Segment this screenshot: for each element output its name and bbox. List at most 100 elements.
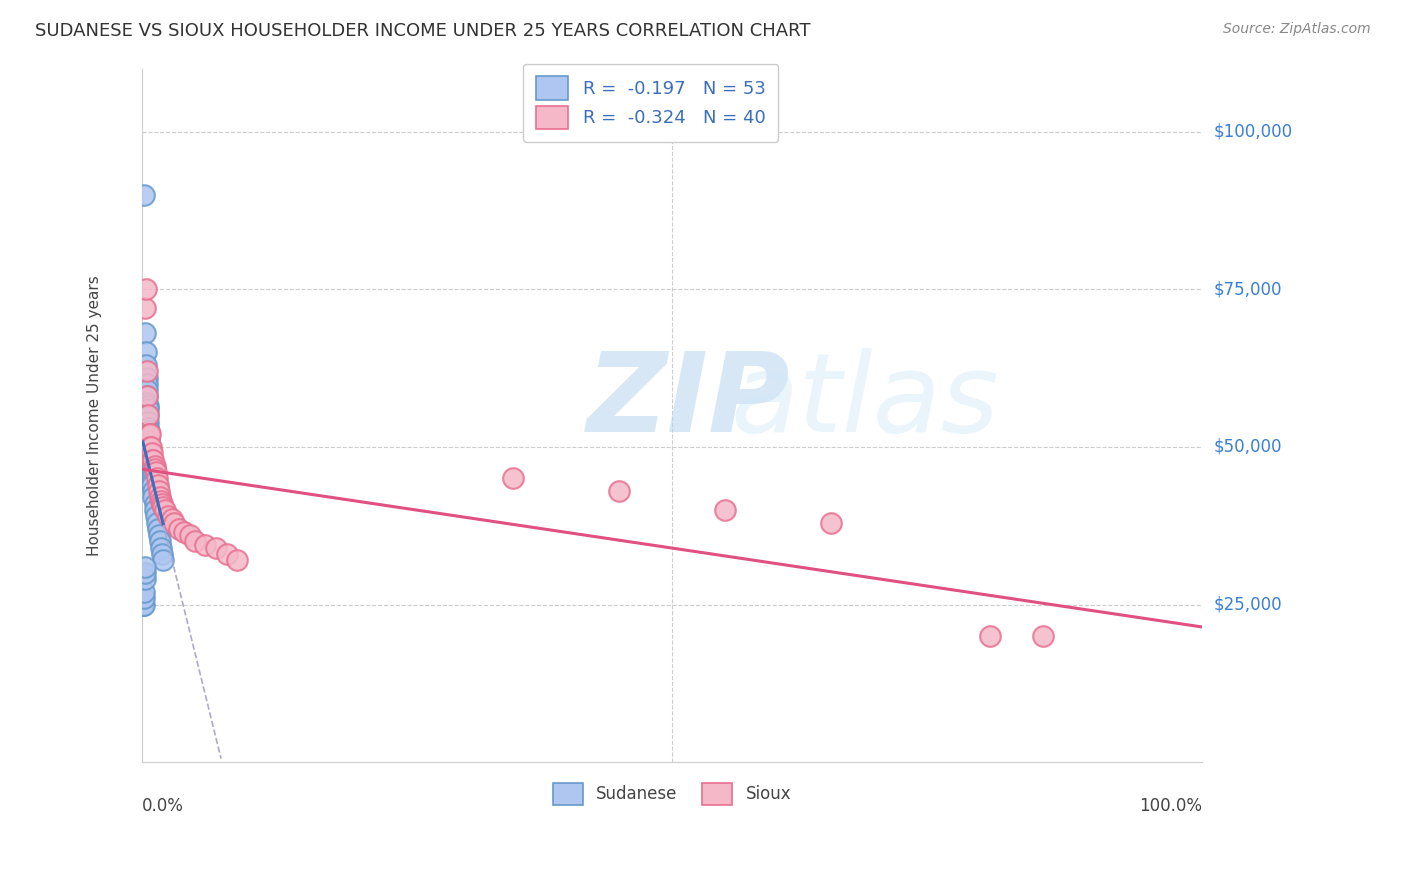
- Point: [150, 497, 173, 511]
- Point: [138, 427, 160, 442]
- Point: [138, 427, 160, 442]
- Point: [979, 629, 1001, 643]
- Point: [132, 598, 155, 612]
- Point: [226, 553, 249, 567]
- Point: [143, 462, 166, 476]
- Text: Householder Income Under 25 years: Householder Income Under 25 years: [87, 275, 101, 556]
- Point: [134, 326, 156, 341]
- Point: [136, 409, 159, 423]
- Point: [136, 370, 159, 384]
- Point: [163, 516, 186, 530]
- Point: [135, 345, 157, 359]
- Point: [502, 471, 524, 485]
- Point: [148, 528, 170, 542]
- Point: [139, 427, 162, 442]
- Point: [139, 440, 162, 454]
- Text: ZIP: ZIP: [588, 348, 790, 455]
- Point: [149, 541, 172, 555]
- Text: $75,000: $75,000: [1213, 280, 1282, 298]
- Point: [1032, 629, 1054, 643]
- Point: [141, 475, 163, 489]
- Point: [820, 516, 842, 530]
- Point: [138, 424, 160, 438]
- Point: [141, 452, 163, 467]
- Point: [152, 500, 174, 514]
- Point: [134, 559, 156, 574]
- Point: [138, 440, 160, 454]
- Point: [153, 503, 176, 517]
- Point: [138, 434, 160, 448]
- Point: [173, 524, 195, 539]
- Text: $25,000: $25,000: [1213, 596, 1282, 614]
- Point: [138, 436, 160, 450]
- Point: [141, 446, 163, 460]
- Point: [136, 402, 159, 417]
- Point: [141, 462, 163, 476]
- Point: [194, 538, 217, 552]
- Point: [215, 547, 238, 561]
- Point: [143, 458, 166, 473]
- Point: [132, 585, 155, 599]
- Text: SUDANESE VS SIOUX HOUSEHOLDER INCOME UNDER 25 YEARS CORRELATION CHART: SUDANESE VS SIOUX HOUSEHOLDER INCOME UND…: [35, 22, 811, 40]
- Point: [136, 396, 159, 410]
- Point: [136, 376, 159, 391]
- Point: [138, 430, 160, 444]
- Point: [141, 471, 163, 485]
- Point: [136, 389, 159, 403]
- Point: [135, 282, 157, 296]
- Point: [138, 440, 160, 454]
- Text: 0.0%: 0.0%: [142, 797, 184, 815]
- Point: [142, 491, 165, 505]
- Point: [136, 364, 159, 378]
- Point: [142, 452, 165, 467]
- Point: [145, 509, 167, 524]
- Point: [149, 491, 172, 505]
- Point: [150, 547, 173, 561]
- Point: [149, 493, 172, 508]
- Point: [141, 440, 163, 454]
- Text: atlas: atlas: [731, 348, 1000, 455]
- Text: 100.0%: 100.0%: [1139, 797, 1202, 815]
- Point: [141, 468, 163, 483]
- Point: [146, 477, 169, 491]
- Point: [139, 446, 162, 460]
- Point: [184, 534, 207, 549]
- Point: [132, 591, 155, 606]
- Point: [157, 509, 180, 524]
- Point: [160, 512, 183, 526]
- Point: [136, 415, 159, 429]
- Point: [179, 528, 201, 542]
- Point: [136, 389, 159, 403]
- Point: [134, 301, 156, 315]
- Point: [139, 456, 162, 470]
- Point: [132, 187, 155, 202]
- Point: [134, 566, 156, 580]
- Text: Source: ZipAtlas.com: Source: ZipAtlas.com: [1223, 22, 1371, 37]
- Point: [136, 383, 159, 397]
- Point: [145, 471, 167, 485]
- Point: [145, 465, 167, 479]
- Text: $100,000: $100,000: [1213, 122, 1292, 141]
- Point: [141, 465, 163, 479]
- Point: [139, 443, 162, 458]
- Legend: Sudanese, Sioux: Sudanese, Sioux: [544, 775, 800, 813]
- Point: [607, 483, 630, 498]
- Point: [136, 409, 159, 423]
- Point: [148, 483, 170, 498]
- Point: [136, 399, 159, 413]
- Point: [714, 503, 737, 517]
- Point: [139, 450, 162, 464]
- Point: [205, 541, 228, 555]
- Point: [152, 553, 174, 567]
- Point: [141, 458, 163, 473]
- Point: [135, 358, 157, 372]
- Point: [141, 477, 163, 491]
- Point: [143, 503, 166, 517]
- Point: [132, 598, 155, 612]
- Point: [142, 483, 165, 498]
- Point: [143, 497, 166, 511]
- Point: [167, 522, 190, 536]
- Point: [139, 452, 162, 467]
- Point: [146, 522, 169, 536]
- Point: [149, 534, 172, 549]
